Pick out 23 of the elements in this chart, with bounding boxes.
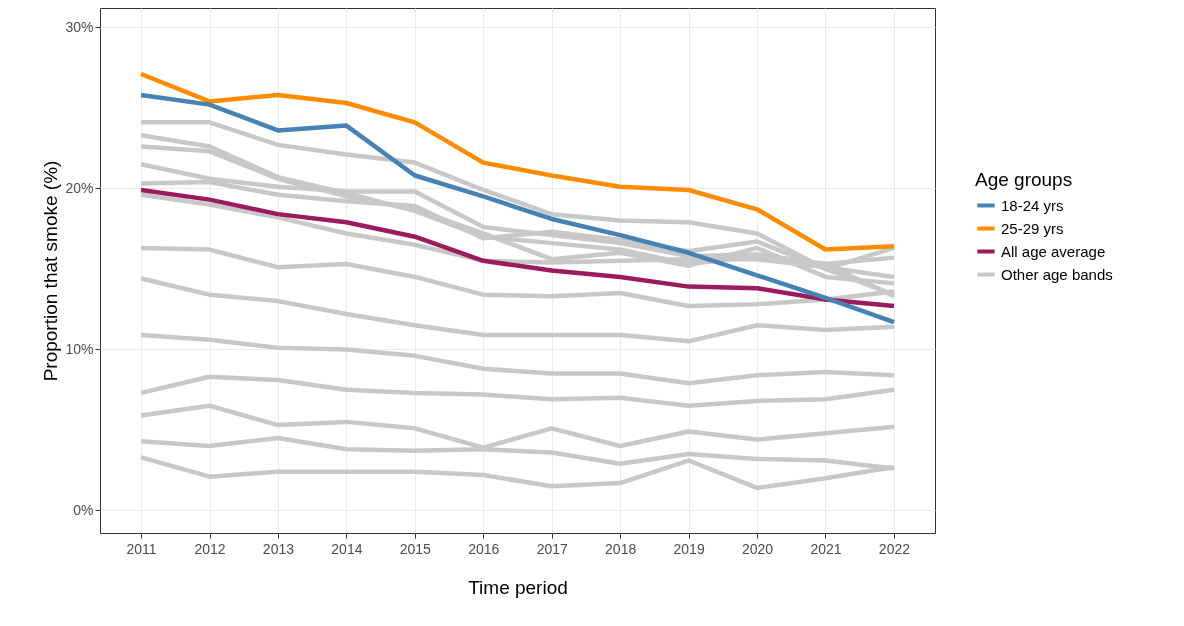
x-tick-label: 2013 bbox=[262, 540, 295, 557]
y-tick-label: 20% bbox=[65, 179, 94, 196]
x-tick-label: 2017 bbox=[536, 540, 568, 557]
legend-label: 18-24 yrs bbox=[1001, 196, 1064, 214]
y-axis-title: Proportion that smoke (%) bbox=[40, 160, 62, 382]
x-tick-label: 2011 bbox=[126, 540, 157, 557]
x-axis-title: Time period bbox=[468, 576, 568, 598]
x-tick-label: 2016 bbox=[468, 540, 500, 557]
y-tick-label: 30% bbox=[65, 18, 94, 35]
x-tick-label: 2018 bbox=[605, 540, 637, 557]
x-tick-label: 2020 bbox=[741, 540, 774, 557]
y-tick-label: 10% bbox=[65, 340, 94, 357]
legend-title: Age groups bbox=[975, 168, 1073, 190]
y-tick-label: 0% bbox=[73, 501, 94, 518]
legend-label: Other age bands bbox=[1001, 265, 1113, 283]
x-tick-label: 2019 bbox=[673, 540, 705, 557]
x-tick-label: 2021 bbox=[810, 540, 842, 557]
x-tick-label: 2015 bbox=[399, 540, 432, 557]
x-tick-label: 2012 bbox=[194, 540, 226, 557]
x-tick-label: 2022 bbox=[878, 540, 911, 557]
legend-label: All age average bbox=[1001, 242, 1106, 260]
x-tick-label: 2014 bbox=[331, 540, 363, 557]
legend-label: 25-29 yrs bbox=[1001, 219, 1064, 237]
